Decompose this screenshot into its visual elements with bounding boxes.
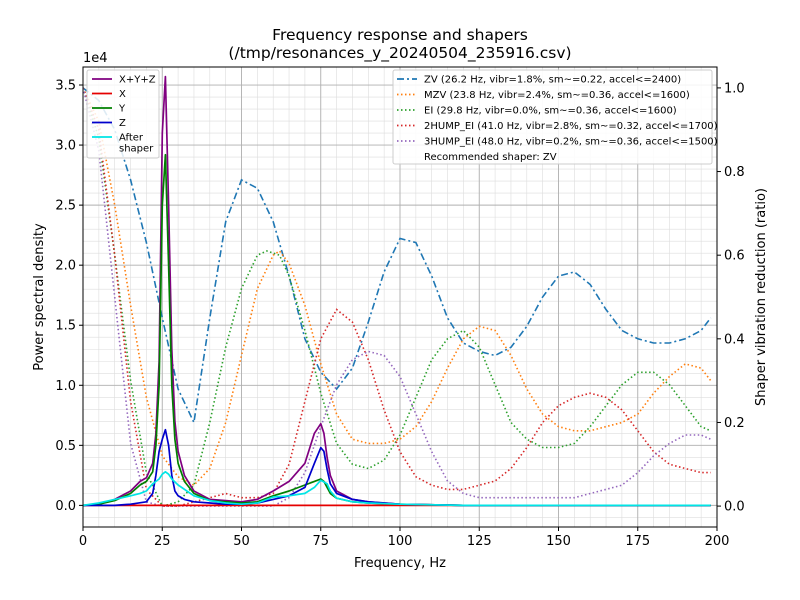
x-axis-label: Frequency, Hz (354, 556, 446, 571)
y-tick-label: 2.0 (55, 259, 76, 274)
y-tick-label: 0.5 (55, 439, 76, 454)
x-tick-label: 0 (79, 534, 87, 549)
y-right-tick-label: 0.2 (724, 416, 745, 431)
y-right-tick-label: 0.0 (724, 500, 745, 515)
y-tick-label: 2.5 (55, 199, 76, 214)
legend-psd-box (86, 69, 160, 159)
x-tick-label: 200 (705, 534, 730, 549)
legend-psd-label: Z (119, 118, 126, 129)
legend-shapers: ZV (26.2 Hz, vibr=1.8%, sm~=0.22, accel<… (392, 69, 718, 165)
psd-line (83, 470, 711, 507)
legend-psd-label: X (119, 89, 126, 100)
y-tick-label: 3.5 (55, 79, 76, 94)
x-axis-ticks: 0 25 50 75 100 125 150 175 200 (79, 527, 730, 549)
x-tick-label: 125 (467, 534, 492, 549)
y-tick-label: 1.0 (55, 379, 76, 394)
legend-shaper-label: 2HUMP_EI (41.0 Hz, vibr=2.8%, sm~=0.32, … (424, 121, 718, 132)
legend-shaper-label: MZV (23.8 Hz, vibr=2.4%, sm~=0.36, accel… (424, 90, 690, 101)
shaper-line (83, 87, 712, 487)
x-tick-label: 25 (154, 534, 171, 549)
legend-shaper-label: ZV (26.2 Hz, vibr=1.8%, sm~=0.22, accel<… (424, 75, 681, 86)
chart-title: Frequency response and shapers (272, 26, 528, 44)
x-tick-label: 150 (546, 534, 571, 549)
legend-shaper-label: 3HUMP_EI (48.0 Hz, vibr=0.2%, sm~=0.36, … (424, 137, 718, 148)
y-right-tick-label: 1.0 (724, 81, 745, 96)
y-right-tick-label: 0.6 (724, 249, 745, 264)
legend-shapers-box (392, 69, 713, 165)
shaper-lines (83, 87, 712, 508)
x-tick-label: 50 (233, 534, 250, 549)
psd-line (83, 153, 711, 507)
psd-lines (83, 75, 711, 507)
y-scale-note: 1e4 (83, 51, 108, 66)
legend-psd-label: X+Y+Z (119, 75, 156, 86)
y-axis-right-ticks: 0.0 0.2 0.4 0.6 0.8 1.0 (717, 81, 745, 515)
legend-psd-label: After (119, 133, 144, 144)
shaper-line (83, 87, 712, 426)
x-tick-label: 100 (388, 534, 413, 549)
legend-shaper-label: EI (29.8 Hz, vibr=0.0%, sm~=0.36, accel<… (424, 106, 677, 117)
x-tick-label: 175 (625, 534, 650, 549)
y-tick-label: 0.0 (55, 499, 76, 514)
recommended-shaper-text: Recommended shaper: ZV (424, 152, 557, 163)
y-tick-label: 1.5 (55, 319, 76, 334)
y-axis-right-label: Shaper vibration reduction (ratio) (754, 188, 769, 406)
y-tick-label: 3.0 (55, 139, 76, 154)
y-right-tick-label: 0.8 (724, 165, 745, 180)
y-axis-ticks: 0.0 0.5 1.0 1.5 2.0 2.5 3.0 3.5 (55, 79, 83, 514)
shaper-line (83, 87, 711, 507)
legend-psd-label: shaper (119, 144, 154, 155)
x-tick-label: 75 (312, 534, 329, 549)
legend-psd-label: Y (118, 104, 126, 115)
y-axis-label: Power spectral density (32, 223, 47, 371)
chart-subtitle: (/tmp/resonances_y_20240504_235916.csv) (228, 44, 571, 63)
y-right-tick-label: 0.4 (724, 332, 745, 347)
